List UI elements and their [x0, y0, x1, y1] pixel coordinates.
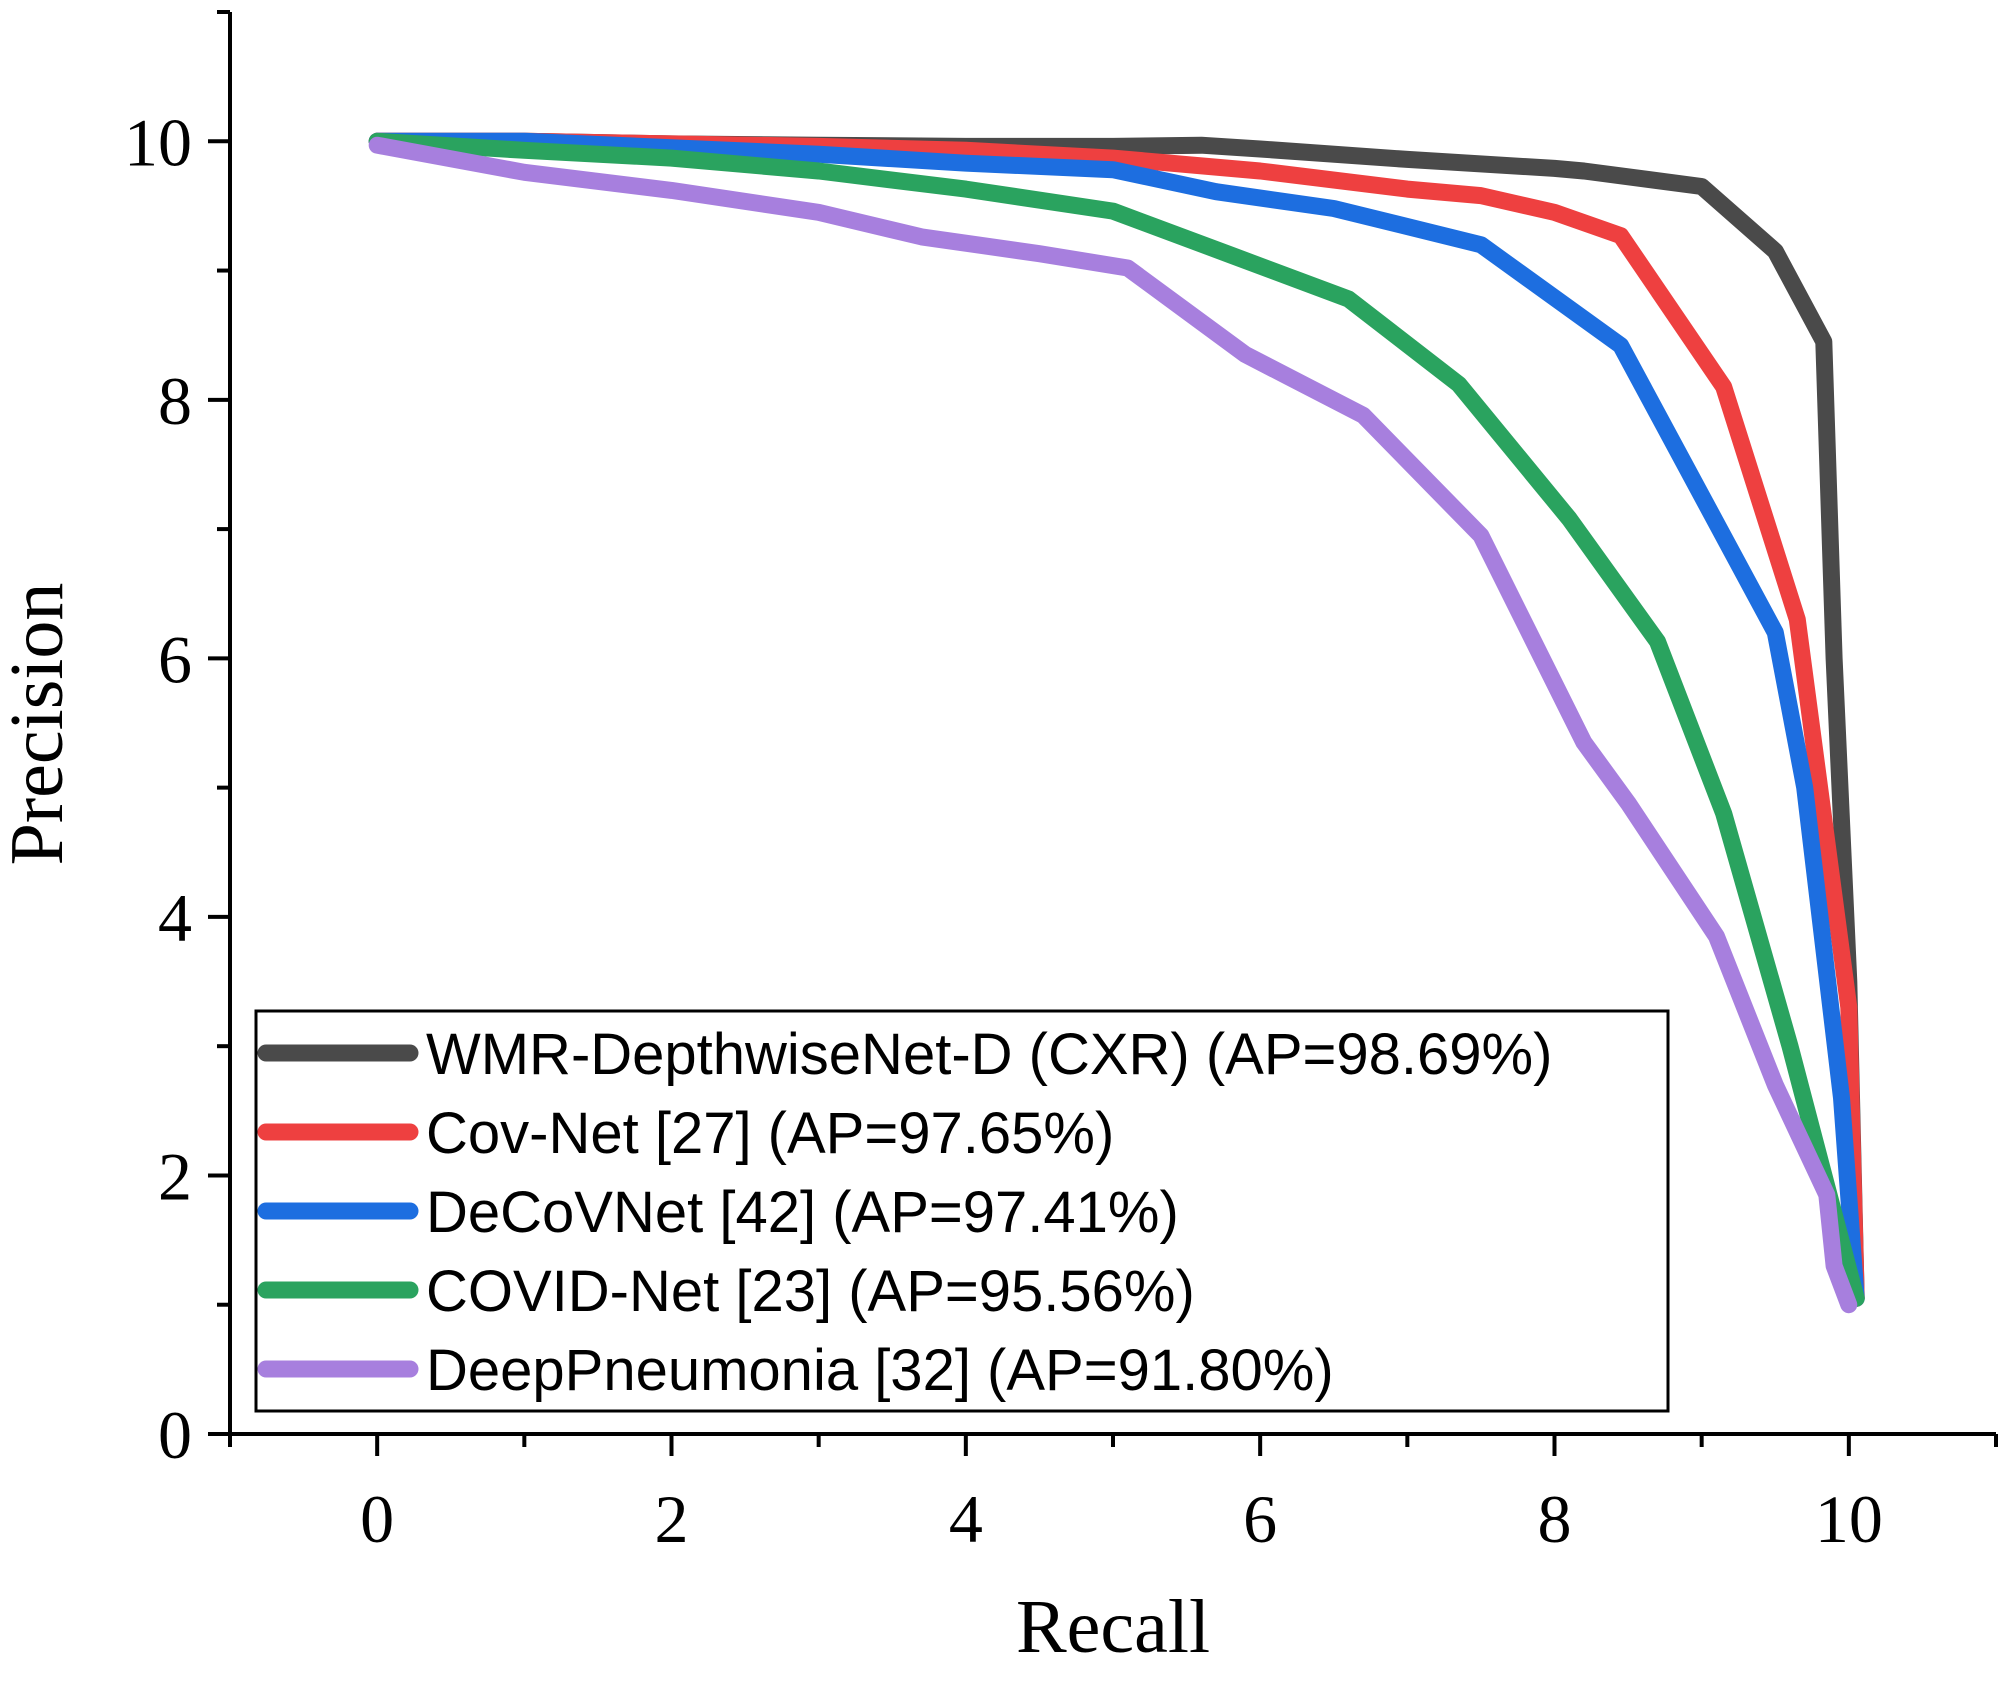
x-tick-label: 10 — [1815, 1481, 1883, 1557]
x-axis-title: Recall — [1016, 1585, 1210, 1669]
y-tick-label: 8 — [158, 363, 192, 439]
legend-box — [254, 1009, 1670, 1413]
x-tick-label: 0 — [360, 1481, 394, 1557]
series-line-5 — [368, 136, 1858, 1314]
legend: WMR-DepthwiseNet-D (CXR) (AP=98.69%) Cov-… — [254, 1009, 1670, 1413]
series-layer — [368, 132, 1865, 1314]
legend-label-4: COVID-Net [23] (AP=95.56%) — [426, 1259, 1195, 1324]
legend-label-2: Cov-Net [27] (AP=97.65%) — [426, 1101, 1114, 1166]
series-line-4 — [368, 132, 1865, 1307]
y-axis-title: Precision — [0, 583, 79, 866]
x-tick-label: 4 — [949, 1481, 983, 1557]
y-tick-label: 10 — [124, 104, 192, 180]
legend-label-1: WMR-DepthwiseNet-D (CXR) (AP=98.69%) — [426, 1022, 1552, 1087]
axes-layer: 0 2 4 6 8 10 0 2 4 6 8 10 Recall Precision — [0, 10, 1998, 1669]
series-line-3 — [368, 132, 1865, 1307]
legend-label-5: DeepPneumonia [32] (AP=91.80%) — [426, 1338, 1334, 1403]
y-tick-label: 2 — [158, 1138, 192, 1214]
x-tick-label: 6 — [1243, 1481, 1277, 1557]
y-tick-label: 6 — [158, 621, 192, 697]
legend-label-3: DeCoVNet [42] (AP=97.41%) — [426, 1180, 1179, 1245]
y-tick-label: 4 — [158, 880, 192, 956]
x-tick-label: 2 — [655, 1481, 689, 1557]
x-tick-label: 8 — [1538, 1481, 1572, 1557]
y-tick-label: 0 — [158, 1397, 192, 1473]
